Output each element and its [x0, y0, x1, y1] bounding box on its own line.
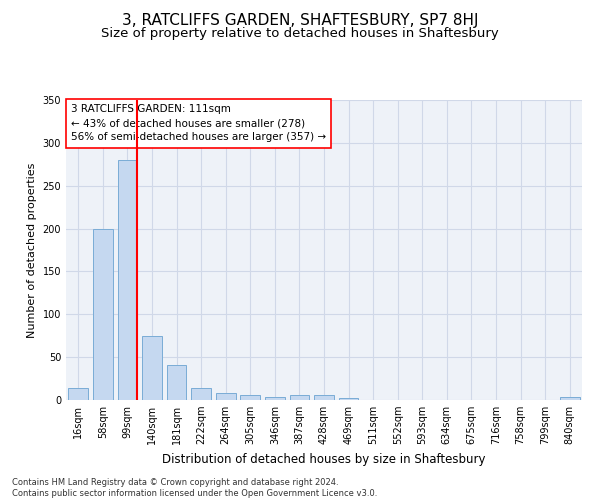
Y-axis label: Number of detached properties: Number of detached properties: [27, 162, 37, 338]
Bar: [241, 395, 260, 400]
Bar: [314, 395, 334, 400]
Bar: [142, 336, 162, 400]
Bar: [265, 396, 284, 400]
Bar: [560, 398, 580, 400]
Bar: [216, 393, 236, 400]
X-axis label: Distribution of detached houses by size in Shaftesbury: Distribution of detached houses by size …: [162, 452, 486, 466]
Text: Size of property relative to detached houses in Shaftesbury: Size of property relative to detached ho…: [101, 28, 499, 40]
Text: 3 RATCLIFFS GARDEN: 111sqm
← 43% of detached houses are smaller (278)
56% of sem: 3 RATCLIFFS GARDEN: 111sqm ← 43% of deta…: [71, 104, 326, 142]
Text: Contains HM Land Registry data © Crown copyright and database right 2024.
Contai: Contains HM Land Registry data © Crown c…: [12, 478, 377, 498]
Bar: [167, 365, 187, 400]
Text: 3, RATCLIFFS GARDEN, SHAFTESBURY, SP7 8HJ: 3, RATCLIFFS GARDEN, SHAFTESBURY, SP7 8H…: [122, 12, 478, 28]
Bar: [118, 160, 137, 400]
Bar: [339, 398, 358, 400]
Bar: [93, 228, 113, 400]
Bar: [191, 388, 211, 400]
Bar: [290, 395, 309, 400]
Bar: [68, 388, 88, 400]
